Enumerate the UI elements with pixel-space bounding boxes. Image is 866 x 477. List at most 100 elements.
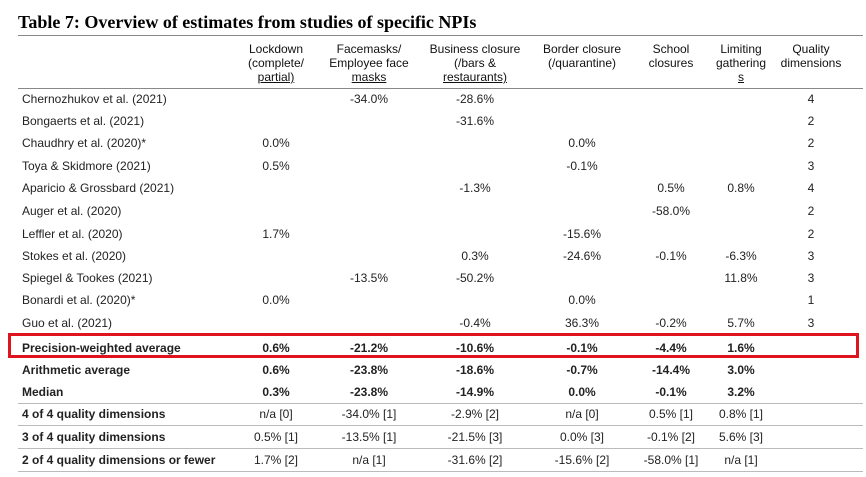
- cell: -1.3%: [459, 181, 491, 195]
- table-title: Table 7: Overview of estimates from stud…: [18, 12, 477, 32]
- cell: 2: [807, 204, 815, 218]
- cell: 0.0%: [568, 136, 596, 150]
- column-header: Border closure (/quarantine): [543, 42, 621, 70]
- row-rule: [18, 471, 863, 472]
- header-line: (/bars &: [453, 56, 496, 70]
- cell: 2: [807, 114, 815, 128]
- header-line: (/quarantine): [547, 56, 617, 70]
- cell: 0.0% [3]: [559, 430, 605, 444]
- cell: 2: [807, 227, 815, 241]
- header-line: partial): [257, 70, 295, 84]
- cell: -4.4%: [655, 341, 687, 355]
- cell: 3: [807, 316, 815, 330]
- row-rule: [18, 403, 863, 404]
- header-line: closures: [648, 56, 694, 70]
- cell: -24.6%: [562, 249, 602, 263]
- cell: -0.1%: [655, 385, 687, 399]
- header-line: Business closure: [429, 42, 521, 56]
- cell: 0.8% [1]: [718, 407, 764, 421]
- cell: -34.0%: [349, 92, 389, 106]
- row-label: Chaudhry et al. (2020)*: [22, 136, 147, 150]
- row-label: 3 of 4 quality dimensions: [22, 430, 166, 444]
- header-line: (complete/: [247, 56, 305, 70]
- header-rule: [18, 88, 863, 89]
- cell: 0.5% [1]: [648, 407, 694, 421]
- cell: -0.1%: [566, 159, 598, 173]
- cell: -31.6% [2]: [447, 453, 503, 467]
- column-header: Business closure (/bars & restaurants): [430, 42, 521, 84]
- row-label: Aparicio & Grossbard (2021): [22, 181, 175, 195]
- cell: -58.0% [1]: [643, 453, 699, 467]
- header-line: Lockdown: [248, 42, 304, 56]
- title-rule: [18, 35, 863, 36]
- row-label: Median: [22, 385, 64, 399]
- cell: 4: [807, 181, 815, 195]
- column-header: Quality dimensions: [781, 42, 842, 70]
- cell: 5.7%: [727, 316, 755, 330]
- cell: -58.0%: [651, 204, 691, 218]
- cell: 0.8%: [727, 181, 755, 195]
- cell: -34.0% [1]: [341, 407, 397, 421]
- cell: 5.6% [3]: [718, 430, 764, 444]
- cell: 2: [807, 136, 815, 150]
- cell: -23.8%: [349, 363, 389, 377]
- cell: -14.9%: [455, 385, 495, 399]
- column-header: Lockdown (complete/partial): [248, 42, 304, 84]
- header-line: Quality: [792, 42, 830, 56]
- cell: 0.0%: [262, 293, 290, 307]
- row-label: Precision-weighted average: [22, 341, 181, 355]
- cell: n/a [1]: [724, 453, 758, 467]
- cell: -0.2%: [655, 316, 687, 330]
- cell: 1.6%: [727, 341, 755, 355]
- row-label: Bongaerts et al. (2021): [22, 114, 145, 128]
- cell: 0.3%: [262, 385, 290, 399]
- row-label: 2 of 4 quality dimensions or fewer: [22, 453, 216, 467]
- cell: 3: [807, 249, 815, 263]
- cell: -31.6%: [455, 114, 495, 128]
- row-label: 4 of 4 quality dimensions: [22, 407, 166, 421]
- column-header: Limiting gathering s: [716, 42, 766, 84]
- header-line: s: [737, 70, 744, 84]
- cell: 4: [807, 92, 815, 106]
- cell: 0.0%: [262, 136, 290, 150]
- cell: -13.5%: [349, 271, 389, 285]
- cell: -14.4%: [651, 363, 691, 377]
- cell: -2.9% [2]: [450, 407, 500, 421]
- cell: -28.6%: [455, 92, 495, 106]
- cell: 0.6%: [262, 341, 290, 355]
- row-label: Bonardi et al. (2020)*: [22, 293, 136, 307]
- cell: -10.6%: [455, 341, 495, 355]
- cell: 3: [807, 159, 815, 173]
- cell: -13.5% [1]: [341, 430, 397, 444]
- row-label: Spiegel & Tookes (2021): [22, 271, 153, 285]
- column-header: School closures: [649, 42, 694, 70]
- row-label: Arithmetic average: [22, 363, 131, 377]
- row-rule: [18, 425, 863, 426]
- highlight-box: [8, 333, 859, 358]
- header-line: dimensions: [780, 56, 842, 70]
- cell: 0.0%: [568, 293, 596, 307]
- cell: n/a [0]: [565, 407, 599, 421]
- row-label: Stokes et al. (2020): [22, 249, 127, 263]
- row-label: Chernozhukov et al. (2021): [22, 92, 167, 106]
- cell: -6.3%: [725, 249, 757, 263]
- cell: 1.7%: [262, 227, 290, 241]
- cell: -18.6%: [455, 363, 495, 377]
- cell: 3.0%: [727, 363, 755, 377]
- cell: 0.5%: [657, 181, 685, 195]
- cell: -0.1% [2]: [646, 430, 696, 444]
- cell: 0.0%: [568, 385, 596, 399]
- cell: -0.1%: [566, 341, 598, 355]
- cell: -23.8%: [349, 385, 389, 399]
- cell: 1.7% [2]: [253, 453, 299, 467]
- row-label: Toya & Skidmore (2021): [22, 159, 151, 173]
- cell: -21.2%: [349, 341, 389, 355]
- cell: 3: [807, 271, 815, 285]
- cell: -0.7%: [566, 363, 598, 377]
- header-line: Limiting: [720, 42, 762, 56]
- header-line: Border closure: [542, 42, 622, 56]
- header-line: Facemasks/: [336, 42, 402, 56]
- row-label: Guo et al. (2021): [22, 316, 113, 330]
- row-rule: [18, 448, 863, 449]
- cell: -50.2%: [455, 271, 495, 285]
